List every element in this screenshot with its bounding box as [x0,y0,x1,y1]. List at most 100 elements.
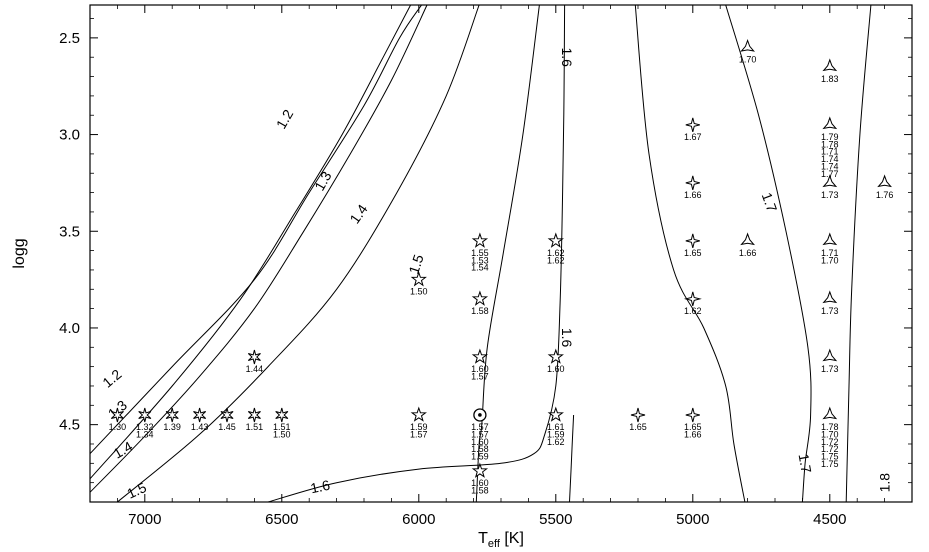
point-value-label: 1.71 [821,248,839,258]
x-axis-ticks: 7000 6500 6000 5500 5000 4500 [89,5,913,528]
contour-label: 1.2 [273,106,297,131]
point-value-label: 1.74 [821,161,839,171]
point-value-label: 1.66 [739,248,757,258]
data-point: 1.791.781.711.741.741.77 [821,116,839,179]
y-tick-label: 4.5 [59,417,80,434]
data-point: 1.781.701.721.721.751.75 [821,406,839,469]
point-value-label: 1.72 [821,444,839,454]
contour-line-unlabeled-5 [475,4,540,503]
contour-label: 1.7 [796,452,815,474]
point-value-label: 1.57 [471,422,489,432]
point-value-label: 1.76 [876,190,894,200]
point-value-label: 1.60 [471,437,489,447]
contour-lines [89,4,872,503]
point-value-label: 1.73 [821,364,839,374]
data-point: 1.66 [739,232,757,258]
data-points: 1.30 1.321.341.39 1.43 1.45 1.511.441.511.50… [109,39,894,495]
data-point: 1.60 [547,348,565,374]
star3-marker-icon [822,174,838,188]
point-value-label: 1.60 [471,478,489,488]
star5-marker-icon [471,462,489,478]
data-point: 1.30 [109,407,126,432]
star5-marker-icon [410,271,427,287]
star6-marker-icon [247,349,261,365]
point-value-label: 1.78 [821,139,839,149]
contour-line-1.7-8 [725,4,812,503]
data-point: 1.50 [410,271,428,297]
star3-marker-icon [822,290,838,304]
point-value-label: 1.65 [684,248,702,258]
point-value-label: 1.66 [684,190,702,200]
star6-marker-icon [110,407,124,423]
point-value-label: 1.53 [471,255,489,265]
y-axis-label: logg [11,238,28,268]
point-value-label: 1.58 [471,485,489,495]
star5-marker-icon [547,232,564,248]
x-tick-label: 6500 [265,511,298,528]
point-value-label: 1.58 [471,444,489,454]
star5-marker-icon [471,232,489,248]
point-value-label: 1.59 [410,422,428,432]
data-point: 1.83 [821,58,839,84]
point-value-label: 1.55 [471,248,489,258]
contour-line-1.6-4 [267,4,566,503]
star3-marker-icon [822,232,838,246]
sun-symbol-dot [478,413,482,417]
star4-marker-icon [685,117,700,133]
point-value-label: 1.79 [821,132,839,142]
point-value-label: 1.61 [547,422,565,432]
contour-line-unlabeled-7 [634,4,746,503]
point-value-label: 1.75 [821,459,839,469]
data-point: 1.611.591.62 [547,406,565,447]
data-point: 1.551.531.54 [471,232,489,273]
data-point: 1.76 [876,174,894,200]
data-point: 1.39 [163,407,181,432]
point-value-label: 1.32 [136,422,154,432]
data-point: 1.62 [683,291,702,316]
data-point: 1.44 [246,349,263,374]
data-point: 1.601.58 [471,462,489,495]
data-point: 1.73 [821,348,839,374]
star4-marker-icon [685,175,700,191]
data-point: 1.511.50 [273,407,291,439]
star3-marker-icon [822,58,838,72]
plot-frame [89,4,913,503]
x-tick-label: 7000 [128,511,161,528]
point-value-label: 1.57 [410,429,428,439]
point-value-label: 1.62 [547,437,565,447]
point-value-label: 1.70 [821,255,839,265]
contour-label: 1.6 [309,477,332,497]
contour-labels: 1.21.31.41.51.61.61.71.71.21.31.41.51.61… [99,47,892,501]
contour-label: 1.6 [559,47,575,67]
point-value-label: 1.57 [471,429,489,439]
star3-marker-icon [822,406,838,420]
point-value-label: 1.62 [684,306,702,316]
point-value-label: 1.59 [547,429,565,439]
point-value-label: 1.45 [218,422,236,432]
star4-marker-icon [685,233,700,249]
point-value-label: 1.73 [821,190,839,200]
contour-line-1.4-2 [89,4,428,493]
data-point: 1.51 [246,407,263,432]
contour-label: 1.4 [346,201,370,226]
point-value-label: 1.58 [471,306,489,316]
contour-label: 1.5 [124,479,149,502]
star3-marker-icon [740,232,755,246]
contour-line-1.2-0 [89,4,422,455]
contour-line-1.3-1 [89,4,412,480]
data-point: 1.67 [684,117,702,142]
star6-marker-icon [138,407,152,423]
star3-marker-icon [740,39,755,52]
star5-marker-icon [471,348,489,364]
point-value-label: 1.65 [629,422,647,432]
y-tick-label: 4.0 [59,320,80,337]
point-value-label: 1.34 [136,429,154,439]
data-point: 1.571.571.601.581.59 [471,408,489,462]
point-value-label: 1.50 [410,287,428,297]
contour-line-unlabeled-9 [845,4,872,503]
point-value-label: 1.74 [821,154,839,164]
star5-marker-icon [547,348,564,364]
point-value-label: 1.78 [821,422,839,432]
x-tick-label: 4500 [813,511,846,528]
